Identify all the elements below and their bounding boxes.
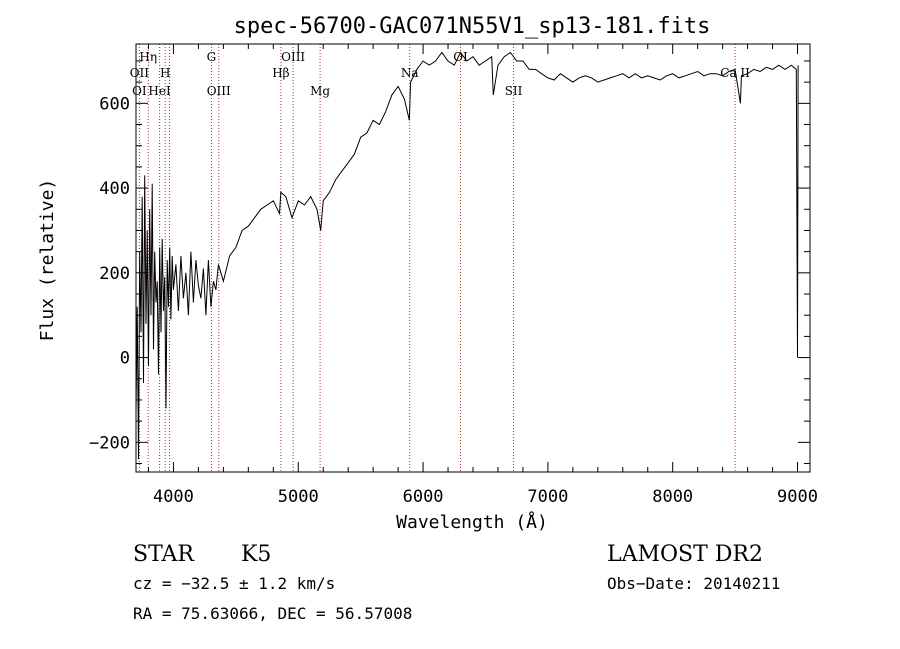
axis-ticks: 4000 5000 6000 7000 8000 9000 −200 0 200 400 600 <box>89 44 818 507</box>
x-axis-label: Wavelength (Å) <box>396 511 548 533</box>
x-tick-label: 7000 <box>527 487 568 507</box>
line-label: OI <box>132 84 147 98</box>
x-tick-label: 6000 <box>403 487 444 507</box>
survey-name: LAMOST DR2 <box>607 542 763 567</box>
object-subclass: K5 <box>241 542 271 567</box>
x-tick-label: 5000 <box>278 487 319 507</box>
chart-title: spec-56700-GAC071N55V1_sp13-181.fits <box>234 14 711 39</box>
x-tick-label: 4000 <box>153 487 194 507</box>
y-axis-label: Flux (relative) <box>37 179 58 342</box>
line-label: H <box>160 66 170 80</box>
y-tick-label: −200 <box>89 433 130 453</box>
line-label: SII <box>505 84 523 98</box>
line-label: Hη <box>139 50 157 64</box>
line-label: Mg <box>310 84 330 98</box>
spectrum-series-line <box>135 51 799 460</box>
line-label: OIII <box>207 84 231 98</box>
line-label: OII <box>130 66 150 80</box>
y-tick-label: 600 <box>99 94 130 114</box>
line-label: G <box>207 50 217 64</box>
y-tick-label: 0 <box>120 349 130 369</box>
ra-dec: RA = 75.63066, DEC = 56.57008 <box>133 604 412 623</box>
x-tick-label: 8000 <box>652 487 693 507</box>
object-class: STAR <box>133 542 195 567</box>
line-label: OIII <box>281 50 305 64</box>
observation-date: Obs−Date: 20140211 <box>607 574 780 593</box>
redshift-cz: cz = −32.5 ± 1.2 km/s <box>133 574 335 593</box>
plot-frame <box>135 43 811 473</box>
x-tick-label: 9000 <box>777 487 818 507</box>
y-tick-label: 200 <box>99 264 130 284</box>
line-label: HeI <box>148 84 171 98</box>
line-label: Na <box>401 66 419 80</box>
y-tick-label: 400 <box>99 179 130 199</box>
line-label: Hβ <box>272 66 289 80</box>
